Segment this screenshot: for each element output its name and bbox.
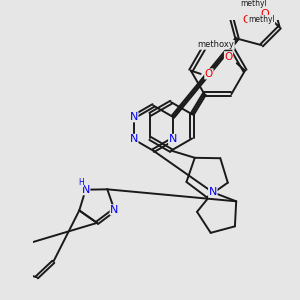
Text: N: N (110, 205, 118, 215)
Text: O: O (243, 15, 251, 25)
Text: methyl: methyl (240, 0, 267, 8)
Text: N: N (130, 112, 138, 122)
Text: N: N (169, 134, 177, 144)
Text: N: N (208, 187, 217, 197)
Text: O: O (224, 52, 233, 62)
Text: O: O (205, 69, 213, 79)
Text: O: O (260, 9, 269, 19)
Text: H: H (78, 178, 84, 187)
Text: methoxy: methoxy (197, 40, 234, 49)
Text: N: N (130, 134, 138, 144)
Text: N: N (81, 185, 90, 195)
Text: methyl: methyl (248, 15, 275, 24)
Text: Cl: Cl (0, 262, 1, 272)
